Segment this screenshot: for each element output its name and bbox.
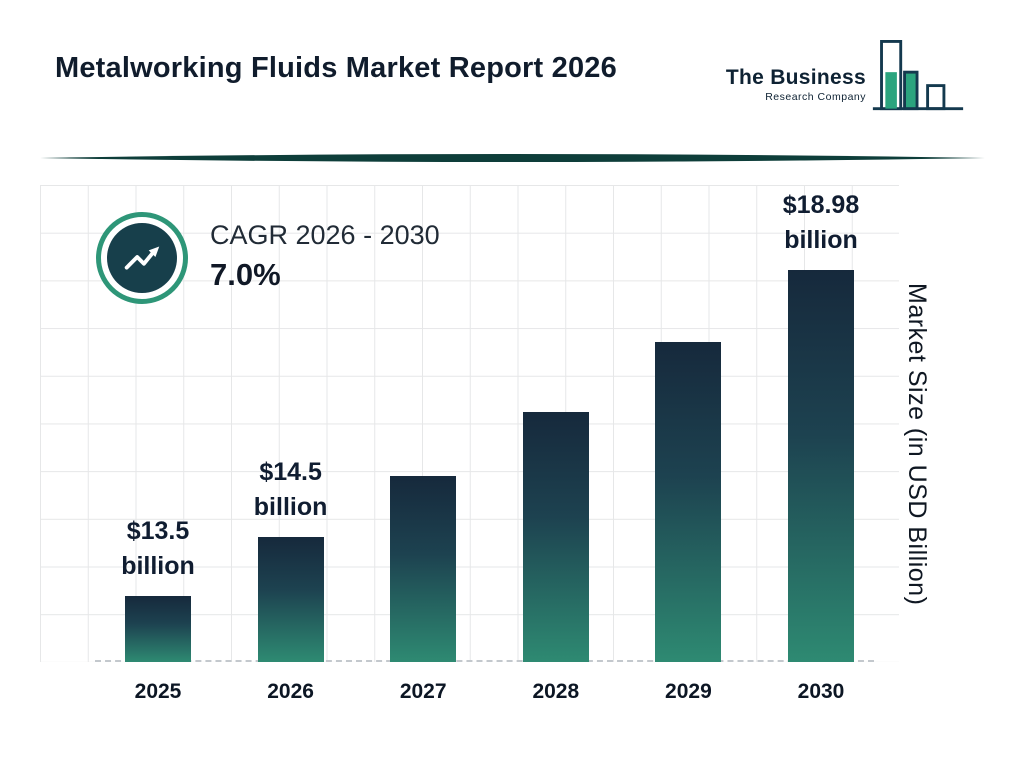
bar-group-2025: $13.5 billion 2025 (83, 185, 233, 703)
bar-2028 (522, 412, 589, 662)
bar-group-2028: 2028 (481, 185, 631, 703)
bar-chart-logo-icon (870, 36, 966, 121)
logo-name: The Business (725, 66, 866, 89)
x-tick-2025: 2025 (134, 680, 182, 703)
x-axis-baseline (95, 660, 874, 662)
cagr-text-block: CAGR 2026 - 2030 7.0% (210, 220, 440, 293)
bar-2029 (655, 342, 722, 662)
x-tick-2030: 2030 (797, 680, 845, 703)
bar-group-2030: $18.98 billion 2030 (746, 185, 896, 703)
bar-group-2027: 2027 (348, 185, 498, 703)
bar-2025 (125, 596, 191, 662)
bar-value-label-2026: $14.5 billion (253, 458, 328, 521)
cagr-value: 7.0% (210, 257, 281, 292)
bar-2026 (257, 537, 324, 662)
x-tick-2027: 2027 (399, 680, 447, 703)
bar-group-2026: $14.5 billion 2026 (216, 185, 366, 703)
logo-subname: Research Company (765, 91, 866, 103)
trend-arrow-icon (107, 223, 177, 293)
bar-value-label-2030: $18.98 billion (782, 191, 860, 254)
y-axis-label: Market Size (in USD Billion) (903, 283, 931, 606)
cagr-label: CAGR 2026 - 2030 (210, 220, 440, 250)
divider-ornament (40, 150, 985, 166)
x-tick-2029: 2029 (665, 680, 712, 703)
bar-2027 (390, 476, 457, 662)
bar-2030 (788, 270, 854, 662)
logo-text: The Business Research Company (726, 36, 866, 103)
cagr-badge (96, 212, 188, 304)
page-title: Metalworking Fluids Market Report 2026 (55, 52, 617, 84)
bar-group-2029: 2029 (613, 185, 763, 703)
company-logo: The Business Research Company (726, 36, 966, 121)
bar-value-label-2025: $13.5 billion (121, 517, 195, 580)
x-tick-2026: 2026 (267, 680, 314, 703)
x-tick-2028: 2028 (532, 680, 580, 703)
